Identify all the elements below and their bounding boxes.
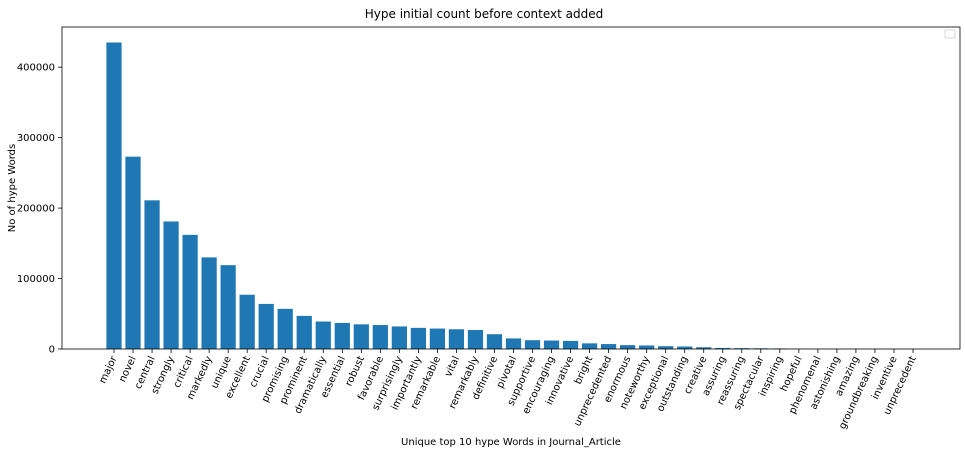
bar-major (106, 42, 122, 349)
bar-noteworthy (639, 345, 655, 349)
bar-novel (125, 156, 141, 349)
bar-essential (334, 322, 350, 349)
x-axis-label: Unique top 10 hype Words in Journal_Arti… (401, 437, 621, 448)
bar-critical (182, 234, 198, 349)
bars-group (106, 42, 921, 349)
bar-central (144, 200, 160, 349)
bar-excellent (239, 294, 255, 349)
bar-innovative (562, 340, 579, 349)
bar-importantly (410, 327, 426, 349)
bar-reassuring (734, 348, 750, 349)
bar-dramatically (315, 321, 331, 349)
bar-markedly (201, 257, 217, 349)
bar-exceptional (658, 346, 674, 349)
bar-favorable (372, 325, 388, 349)
y-tick-label: 400000 (17, 63, 55, 74)
bar-creative (696, 347, 712, 349)
x-ticks-group: majornovelcentralstronglycriticalmarkedl… (98, 349, 919, 431)
bar-definitive (486, 334, 503, 349)
y-tick-label: 300000 (17, 133, 55, 144)
bar-unique (220, 265, 236, 349)
bar-pivotal (505, 338, 522, 349)
y-tick-label: 100000 (17, 274, 55, 285)
plot-frame (61, 26, 961, 350)
legend-box (944, 29, 956, 39)
y-tick-label: 200000 (17, 204, 55, 215)
bar-assuring (715, 347, 731, 349)
x-tick-label: vital (443, 355, 462, 379)
bar-unprecedented (601, 344, 617, 349)
bar-bright (581, 343, 598, 349)
chart-title: Hype initial count before context added (365, 7, 604, 21)
bar-remarkably (467, 329, 484, 349)
bar-promising (277, 308, 293, 349)
x-tick-label: major (98, 354, 121, 386)
bar-enormous (620, 345, 636, 349)
y-axis-label: No of hype Words (7, 144, 18, 232)
bar-crucial (258, 303, 274, 349)
bar-prominent (296, 315, 312, 349)
bar-robust (353, 324, 369, 349)
bar-supportive (524, 340, 541, 349)
bar-vital (448, 329, 465, 349)
bar-strongly (163, 221, 179, 349)
bar-remarkable (429, 328, 446, 349)
bar-surprisingly (391, 326, 407, 349)
bar-outstanding (677, 346, 693, 349)
y-ticks-group: 0 100000 200000 300000 400000 (17, 63, 62, 356)
bar-encouraging (543, 340, 560, 349)
y-tick-label: 0 (49, 345, 55, 356)
